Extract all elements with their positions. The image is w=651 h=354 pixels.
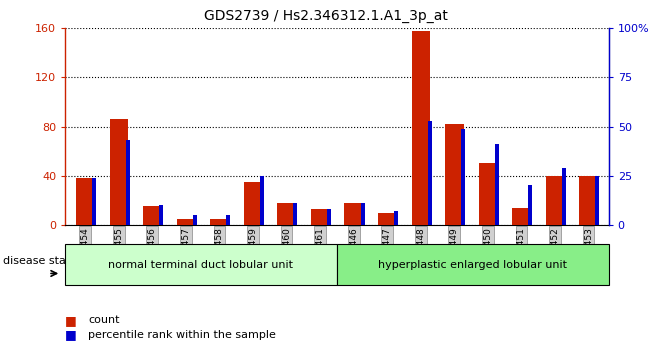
Text: hyperplastic enlarged lobular unit: hyperplastic enlarged lobular unit <box>378 259 567 270</box>
Bar <box>327 209 331 225</box>
Bar <box>428 121 432 225</box>
Bar <box>596 176 600 225</box>
Bar <box>411 31 430 225</box>
Bar <box>495 144 499 225</box>
Bar <box>579 176 598 225</box>
Bar <box>445 124 464 225</box>
Bar <box>143 206 161 225</box>
Bar <box>176 219 195 225</box>
Text: count: count <box>88 315 119 325</box>
Bar <box>461 129 465 225</box>
Bar <box>260 176 264 225</box>
Bar <box>529 185 533 225</box>
Bar <box>478 164 497 225</box>
Bar <box>311 209 329 225</box>
Bar <box>76 178 94 225</box>
Bar <box>227 215 230 225</box>
Text: disease state: disease state <box>3 256 77 266</box>
Text: GDS2739 / Hs2.346312.1.A1_3p_at: GDS2739 / Hs2.346312.1.A1_3p_at <box>204 9 447 23</box>
Bar <box>344 203 363 225</box>
Bar <box>92 178 96 225</box>
Text: ■: ■ <box>65 314 77 327</box>
Bar <box>562 168 566 225</box>
Bar <box>512 207 531 225</box>
Text: normal terminal duct lobular unit: normal terminal duct lobular unit <box>109 259 294 270</box>
Bar <box>193 215 197 225</box>
Bar <box>294 203 298 225</box>
Text: percentile rank within the sample: percentile rank within the sample <box>88 330 276 339</box>
Bar <box>159 205 163 225</box>
Bar <box>109 119 128 225</box>
Bar <box>126 140 130 225</box>
Bar <box>210 219 229 225</box>
Bar <box>361 203 365 225</box>
Bar <box>546 176 564 225</box>
Text: ■: ■ <box>65 328 77 341</box>
Bar <box>378 212 396 225</box>
Bar <box>394 211 398 225</box>
Bar <box>243 182 262 225</box>
Bar <box>277 203 296 225</box>
